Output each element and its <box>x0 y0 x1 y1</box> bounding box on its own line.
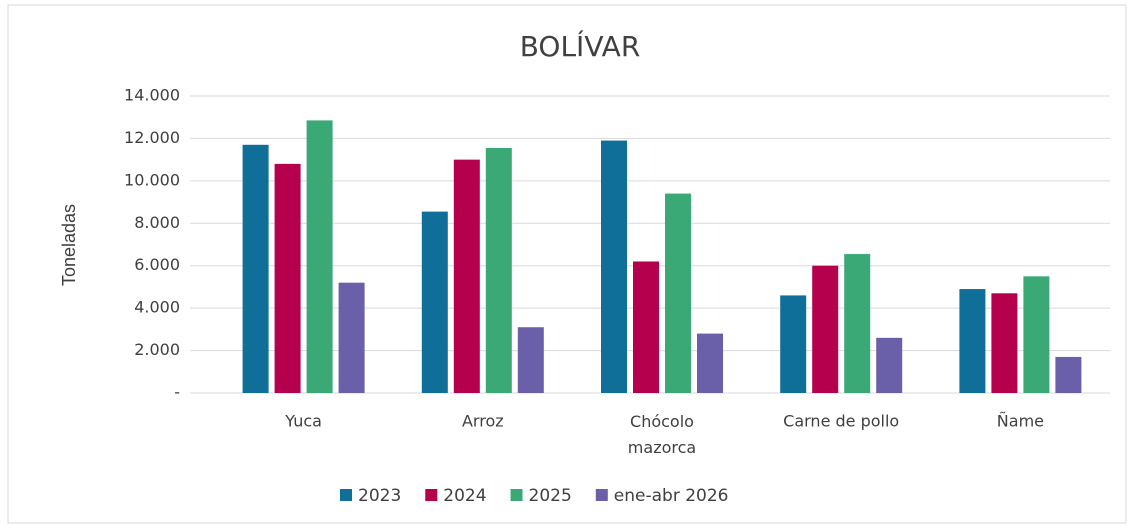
chart-border <box>7 4 1127 524</box>
bar <box>991 293 1018 393</box>
legend-label: 2025 <box>529 486 572 506</box>
y-tick-label: - <box>174 383 180 402</box>
bar <box>242 144 269 393</box>
bar <box>697 333 723 393</box>
bar <box>1055 356 1082 393</box>
bar <box>844 254 871 393</box>
y-axis-label: Toneladas <box>59 204 79 286</box>
legend-swatch <box>510 489 523 501</box>
bar <box>876 337 903 393</box>
y-tick-label: 14.000 <box>124 86 180 105</box>
bar <box>421 211 448 393</box>
legend-label: 2024 <box>443 486 486 506</box>
bar <box>274 163 301 393</box>
x-tick-label: Arroz <box>462 412 504 431</box>
y-tick-label: 6.000 <box>134 255 180 274</box>
legend-label: ene-abr 2026 <box>614 486 729 506</box>
bar <box>633 261 659 393</box>
x-tick-label: Carne de pollo <box>783 412 899 431</box>
bar <box>485 147 512 393</box>
bar <box>959 289 986 393</box>
legend-swatch <box>340 489 352 501</box>
x-tick-label: Ñame <box>997 412 1044 431</box>
bar <box>1023 276 1050 393</box>
y-tick-label: 4.000 <box>134 298 180 317</box>
x-tick-label: Yuca <box>284 412 322 431</box>
y-tick-label: 12.000 <box>124 128 180 147</box>
bar <box>601 140 627 393</box>
bar <box>453 159 480 393</box>
y-tick-label: 10.000 <box>124 170 180 189</box>
y-tick-label: 2.000 <box>134 340 180 359</box>
bar <box>306 120 333 394</box>
x-tick-label: Chócolo mazorca <box>628 412 696 457</box>
bar <box>517 327 544 393</box>
bar <box>665 193 691 393</box>
legend-swatch <box>425 489 438 501</box>
bar <box>338 282 365 393</box>
bar <box>812 265 839 393</box>
legend-label: 2023 <box>358 486 401 506</box>
chart-title: BOLÍVAR <box>520 29 641 63</box>
y-tick-label: 8.000 <box>134 213 180 232</box>
legend-swatch <box>595 489 608 501</box>
bar <box>780 295 807 393</box>
